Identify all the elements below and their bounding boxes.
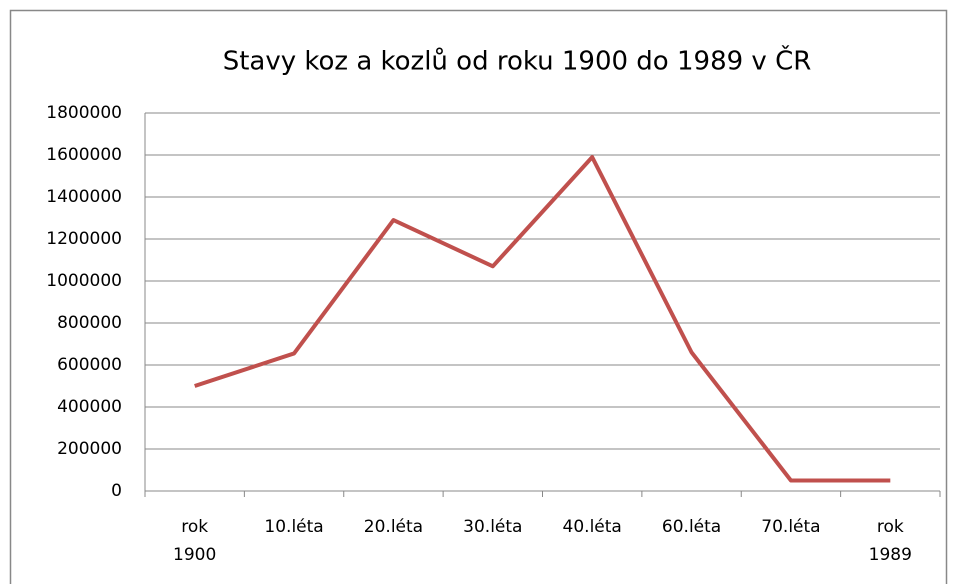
x-tick-label: 40.léta [563, 517, 622, 537]
x-tick-label: 60.léta [662, 517, 721, 537]
x-tick-label: rok 1989 [869, 517, 912, 565]
x-tick-label: 10.léta [264, 517, 323, 537]
x-tick-label: 30.léta [463, 517, 522, 537]
y-tick-label: 800000 [57, 313, 122, 333]
y-tick-label: 1800000 [46, 103, 122, 123]
x-tick-label: 20.léta [364, 517, 423, 537]
y-tick-label: 0 [111, 481, 122, 501]
chart-border [9, 9, 948, 584]
y-tick-label: 200000 [57, 439, 122, 459]
y-tick-label: 1000000 [46, 271, 122, 291]
y-tick-label: 1200000 [46, 229, 122, 249]
y-tick-label: 600000 [57, 355, 122, 375]
y-tick-label: 400000 [57, 397, 122, 417]
x-tick-label: rok 1900 [173, 517, 216, 565]
chart-title: Stavy koz a kozlů od roku 1900 do 1989 v… [223, 45, 812, 77]
x-tick-label: 70.léta [761, 517, 820, 537]
y-tick-label: 1600000 [46, 145, 122, 165]
y-tick-label: 1400000 [46, 187, 122, 207]
data-line [194, 155, 891, 483]
